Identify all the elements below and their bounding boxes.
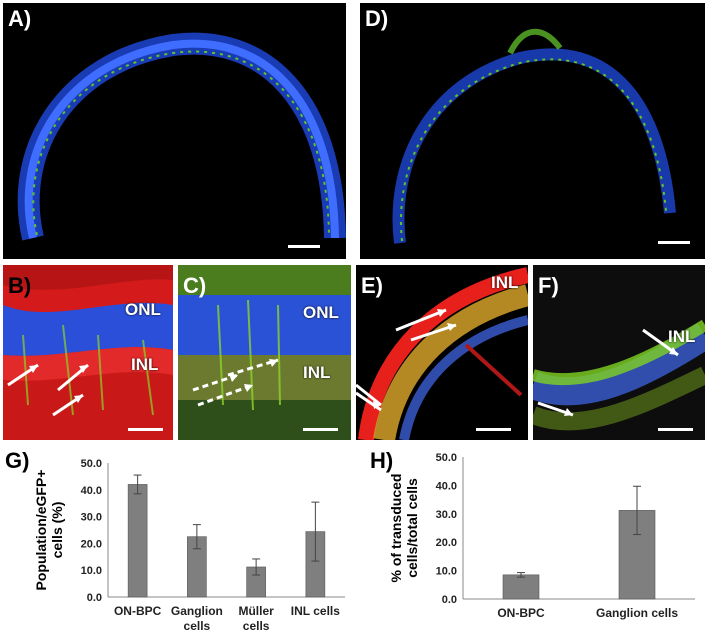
layer-label-onl: ONL (303, 303, 339, 322)
micrograph-panel-c: C) ONL INL (178, 265, 351, 440)
layer-label-inl: INL (303, 363, 331, 382)
y-axis-label-line: % of transduced (388, 474, 404, 583)
y-tick-label: 0.0 (87, 592, 102, 604)
y-tick-label: 50.0 (436, 452, 457, 464)
panel-label-b: B) (8, 273, 32, 298)
retina-section-a (17, 32, 346, 248)
bar-chart-h: 0.0 10.0 20.0 30.0 40.0 50.0 % of transducedce… (388, 452, 695, 620)
y-axis-label-line: cells/total cells (404, 478, 420, 578)
retina-layers-e (356, 267, 528, 440)
panel-label-d: D) (365, 6, 389, 31)
y-axis-label-line: cells (%) (49, 502, 65, 559)
y-tick-label: 50.0 (81, 458, 102, 470)
panel-label-h: H) (370, 448, 394, 473)
scale-bar (128, 428, 163, 431)
x-tick-label-line: Ganglion (171, 604, 223, 618)
chart-h: 0.0 10.0 20.0 30.0 40.0 50.0 % of transducedce… (355, 445, 708, 638)
layer-label-onl: ONL (125, 300, 161, 319)
x-tick-label-line: Ganglion cells (596, 606, 678, 620)
x-tick-label-line: ON-BPC (114, 604, 162, 618)
x-tick-label-line: cells (243, 619, 270, 633)
y-tick-label: 20.0 (436, 537, 457, 549)
y-tick-label: 10.0 (81, 565, 102, 577)
x-tick-label-line: ON-BPC (497, 606, 545, 620)
x-tick-label: ON-BPC (497, 606, 545, 620)
scale-bar (658, 428, 693, 431)
y-tick-label: 20.0 (81, 538, 102, 550)
scale-bar (476, 428, 511, 431)
chart-g: 0.0 10.0 20.0 30.0 40.0 50.0 Population/eGFP+c… (0, 445, 350, 638)
micrograph-panel-f: F) INL (533, 265, 705, 440)
x-tick-label: ON-BPC (114, 604, 162, 618)
bar (127, 484, 148, 598)
y-tick-label: 10.0 (436, 566, 457, 578)
micrograph-panel-a: A) (3, 3, 346, 259)
panel-label-g: G) (5, 448, 30, 473)
retina-layers-b (3, 265, 173, 440)
x-tick-label: Ganglion cells (596, 606, 678, 620)
layer-label-inl: INL (131, 355, 159, 374)
y-tick-label: 40.0 (81, 485, 102, 497)
y-tick-label: 30.0 (81, 512, 102, 524)
x-tick-label-line: cells (184, 619, 211, 633)
micrograph-panel-b: B) ONL INL (3, 265, 173, 440)
panel-label-e: E) (361, 273, 383, 298)
layer-label-inl: INL (491, 273, 519, 292)
micrograph-panel-d: D) (360, 3, 705, 259)
x-tick-label: Ganglion cells (171, 604, 223, 633)
panel-label-c: C) (183, 273, 207, 298)
bar-chart-g: 0.010.020.030.040.050.0Population/eGFP+c… (33, 458, 345, 633)
bar (502, 574, 540, 600)
x-tick-label: Müller cells (238, 604, 274, 633)
layer-label-inl: INL (668, 327, 696, 346)
retina-layers-c (178, 265, 351, 440)
y-tick-label: 40.0 (436, 480, 457, 492)
retina-layers-f (533, 265, 705, 440)
y-axis-label-line: Population/eGFP+ (33, 470, 49, 591)
y-axis-label: Population/eGFP+cells (%) (33, 470, 65, 591)
x-tick-label-line: INL cells (291, 604, 340, 618)
y-tick-label: 30.0 (436, 509, 457, 521)
panel-label-f: F) (538, 273, 559, 298)
scale-bar (303, 428, 338, 431)
micrograph-panel-e: E) INL (356, 265, 528, 440)
retina-section-d (392, 28, 690, 244)
y-axis-label: % of transducedcells/total cells (388, 474, 420, 583)
scale-bar (658, 241, 690, 244)
y-tick-label: 0.0 (442, 594, 457, 606)
scale-bar (288, 245, 320, 248)
panel-label-a: A) (8, 6, 32, 31)
x-tick-label: INL cells (291, 604, 340, 618)
x-tick-label-line: Müller (238, 604, 274, 618)
